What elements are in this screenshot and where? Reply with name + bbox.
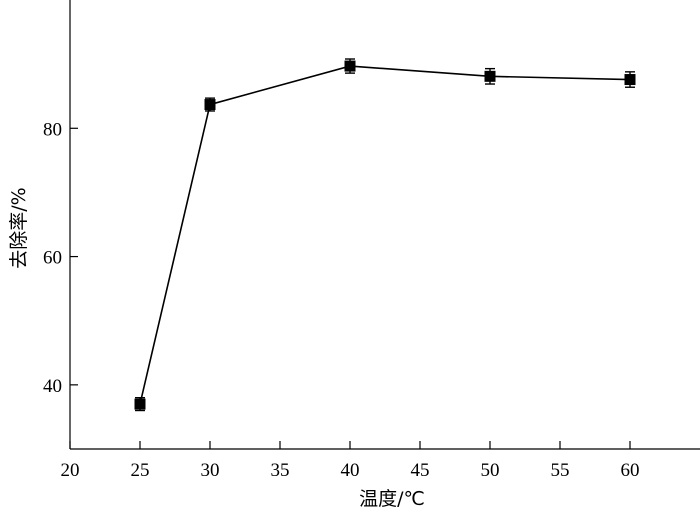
x-tick-label: 60 <box>621 460 640 481</box>
x-tick-label: 45 <box>411 460 430 481</box>
y-ticks: 40 60 80 <box>43 119 78 397</box>
y-tick-label: 60 <box>43 248 62 269</box>
y-tick-label: 40 <box>43 376 62 397</box>
x-tick-label: 35 <box>271 460 290 481</box>
x-tick-label: 20 <box>61 460 80 481</box>
y-axis-label: 去除率/% <box>8 187 30 268</box>
x-axis-label: 温度/℃ <box>359 488 425 510</box>
data-point <box>484 70 496 82</box>
data-point <box>134 398 146 410</box>
series-group <box>134 58 636 412</box>
series-line <box>139 65 631 405</box>
x-tick-label: 55 <box>551 460 570 481</box>
x-ticks: 20 25 30 35 40 45 50 55 60 <box>61 441 640 481</box>
x-tick-label: 40 <box>341 460 360 481</box>
data-point <box>344 60 356 72</box>
x-tick-label: 50 <box>481 460 500 481</box>
axes <box>69 0 700 450</box>
x-tick-label: 25 <box>131 460 150 481</box>
data-point <box>624 74 636 86</box>
x-tick-label: 30 <box>201 460 220 481</box>
data-point <box>204 99 216 111</box>
y-tick-label: 80 <box>43 119 62 140</box>
